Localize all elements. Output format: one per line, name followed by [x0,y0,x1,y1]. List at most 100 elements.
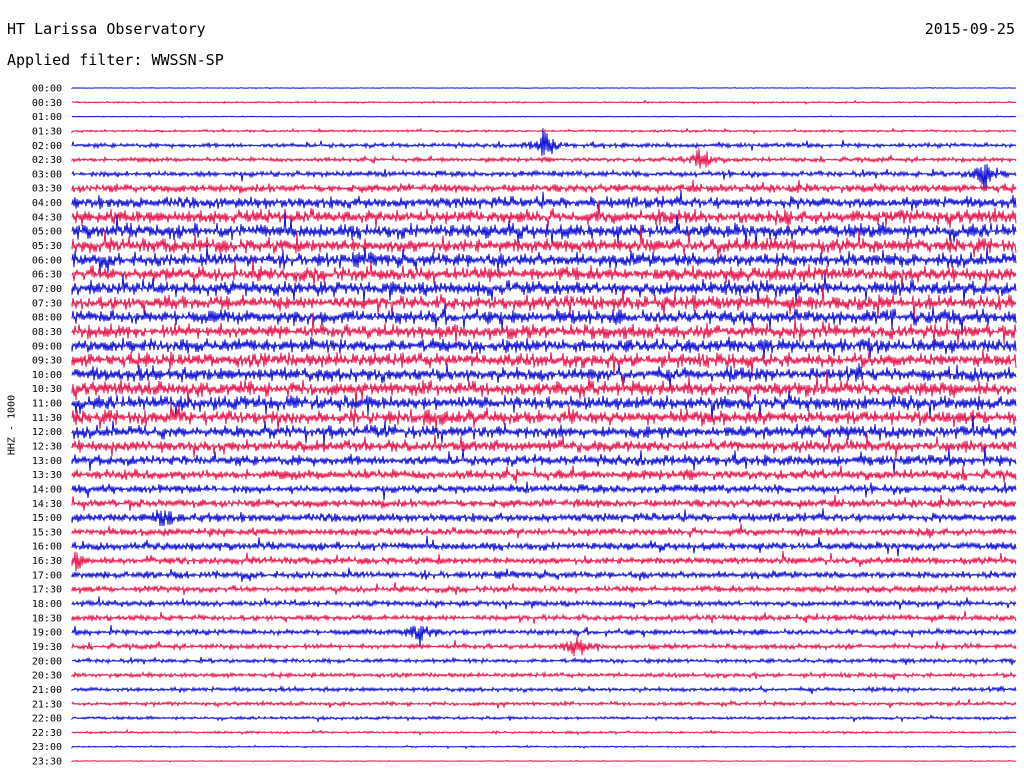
trace-row [71,179,1017,194]
trace-row [71,390,1017,423]
trace-row [71,258,1017,292]
trace-row [71,99,1017,105]
trace-row [71,312,1017,345]
row-label: 19:30 [32,642,62,653]
row-label: 21:00 [32,685,62,696]
trace-row [71,728,1017,737]
trace-row [71,211,1017,250]
row-label: 07:00 [32,284,62,295]
trace-row [71,481,1017,501]
row-label: 03:00 [32,169,62,180]
filter-label: Applied filter: WWSSN-SP [7,51,224,69]
row-label: 09:00 [32,341,62,352]
trace-row [71,714,1017,724]
trace-row [71,582,1017,595]
row-label: 15:30 [32,527,62,538]
row-label: 08:30 [32,327,62,338]
trace-row [71,523,1017,539]
row-label: 18:00 [32,599,62,610]
trace-row [71,363,1017,390]
trace-row [71,336,1017,360]
row-label: 12:00 [32,427,62,438]
trace-row [71,349,1017,376]
row-label: 01:00 [32,112,62,123]
row-label: 05:00 [32,227,62,238]
trace-row [71,415,1017,446]
trace-row [71,273,1017,304]
trace-row [71,656,1017,666]
row-label: 16:30 [32,556,62,567]
row-label: 22:30 [32,728,62,739]
row-label: 19:00 [32,628,62,639]
trace-row [71,244,1017,274]
trace-row [71,670,1017,680]
row-label: 18:30 [32,613,62,624]
trace-row [71,115,1017,119]
row-label: 17:30 [32,585,62,596]
trace-row [71,610,1017,624]
row-label: 14:30 [32,499,62,510]
trace-row [71,403,1017,433]
row-label: 23:00 [32,742,62,753]
row-label: 04:30 [32,212,62,223]
row-label: 13:30 [32,470,62,481]
row-label: 14:00 [32,484,62,495]
trace-row [71,698,1017,709]
row-label: 06:00 [32,255,62,266]
trace-row [71,226,1017,259]
row-label: 21:30 [32,699,62,710]
row-label: 17:00 [32,570,62,581]
row-label: 20:00 [32,656,62,667]
trace-row [71,759,1017,763]
row-label: 13:00 [32,456,62,467]
trace-row [71,550,1017,572]
row-label: 11:00 [32,399,62,410]
row-label: 23:30 [32,757,62,768]
trace-row [71,446,1017,474]
row-label: 06:30 [32,270,62,281]
row-label: 20:30 [32,671,62,682]
row-label: 00:30 [32,98,62,109]
row-label: 08:00 [32,313,62,324]
trace-row [71,148,1017,169]
trace-row [71,201,1017,229]
trace-row [71,164,1017,192]
row-label: 03:30 [32,184,62,195]
trace-row [71,128,1017,156]
trace-row [71,190,1017,212]
trace-row [71,285,1017,321]
trace-row [71,465,1017,484]
row-label: 04:00 [32,198,62,209]
row-label: 22:00 [32,714,62,725]
row-label: 16:00 [32,542,62,553]
row-label: 07:30 [32,298,62,309]
trace-row [71,684,1017,695]
row-label: 12:30 [32,442,62,453]
row-label: 02:30 [32,155,62,166]
trace-row [71,86,1016,90]
row-label: 01:30 [32,126,62,137]
trace-row [71,304,1017,333]
trace-row [71,370,1017,408]
trace-row [71,567,1017,582]
trace-row [71,624,1017,647]
trace-row [71,127,1017,135]
trace-row [71,596,1017,610]
row-label: 10:00 [32,370,62,381]
row-label: 02:00 [32,141,62,152]
plot-date: 2015-09-25 [924,20,1015,38]
row-label: 05:30 [32,241,62,252]
station-title: HT Larissa Observatory [7,20,206,38]
row-label: 00:00 [32,84,62,95]
trace-row [71,535,1017,557]
trace-row [71,494,1017,511]
row-label: 09:30 [32,356,62,367]
trace-row [71,508,1017,527]
trace-row [71,744,1017,750]
row-label: 10:30 [32,384,62,395]
trace-row [71,433,1017,459]
row-label: 15:00 [32,513,62,524]
row-label: 11:30 [32,413,62,424]
trace-row [71,636,1017,657]
